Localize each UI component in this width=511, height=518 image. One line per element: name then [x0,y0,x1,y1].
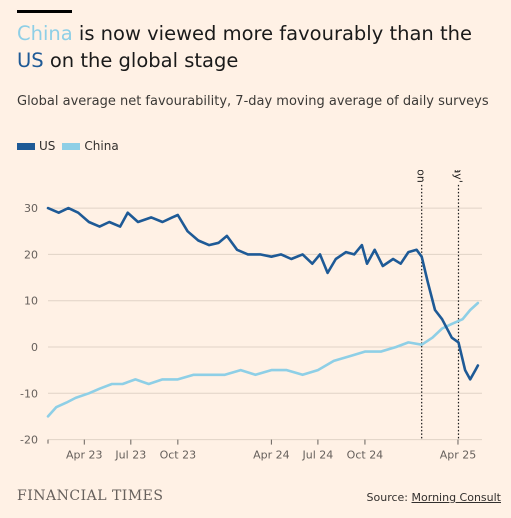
legend-item-us: US [17,139,55,153]
chart-legend: US China [17,139,126,153]
source-note: Source: Morning Consult [367,491,501,504]
title-china: China [17,22,73,45]
title-us: US [17,49,44,72]
x-tick-label: Oct 24 [347,449,384,462]
legend-item-china: China [62,139,119,153]
title-text-2: on the global stage [43,49,239,72]
ft-brand-logo: FINANCIAL TIMES [17,488,164,504]
source-label: Source: [366,491,412,504]
y-tick-label: 20 [24,248,38,261]
y-tick-label: -20 [20,434,38,447]
x-tick-label: Apr 24 [253,449,290,462]
y-tick-label: 0 [31,341,38,354]
chart-title: China is now viewed more favourably than… [17,20,497,74]
annotation-label: Inauguration [415,170,428,183]
chart-subtitle: Global average net favourability, 7-day … [17,94,489,109]
top-accent-bar [17,10,72,13]
series-line-china [46,301,480,418]
source-link[interactable]: Morning Consult [411,491,501,504]
legend-swatch-china [62,142,81,150]
series-line-us [46,206,480,381]
x-tick-label: Jul 24 [302,449,334,462]
y-tick-label: 10 [24,295,38,308]
legend-label-china: China [84,139,119,153]
legend-label-us: US [39,139,56,153]
x-tick-label: Apr 25 [440,449,477,462]
y-tick-label: 30 [24,202,38,215]
title-text-1: is now viewed more favourably than the [72,22,472,45]
annotation-label: 'Liberation day' [451,170,464,183]
x-tick-label: Apr 23 [66,449,103,462]
y-tick-label: -10 [20,387,38,400]
line-chart: 30 20 10 0 -10 -20 Apr 23 Jul 23 Oct 23 Apr 24 Jul… [20,170,482,462]
x-tick-label: Oct 23 [160,449,197,462]
x-tick-label: Jul 23 [114,449,146,462]
legend-swatch-us [17,142,35,150]
